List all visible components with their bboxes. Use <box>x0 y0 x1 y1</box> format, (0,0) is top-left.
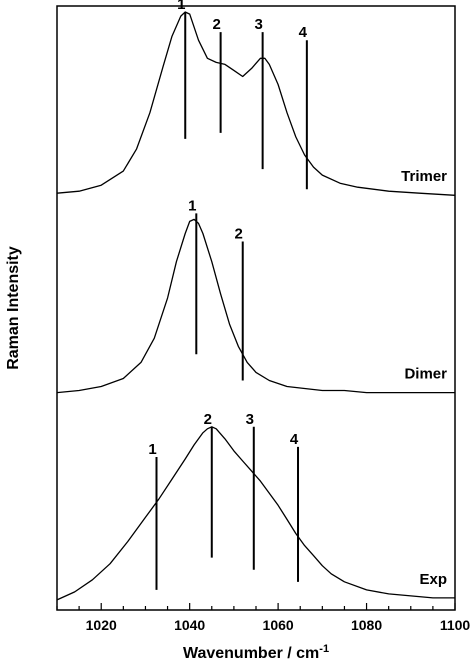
x-axis-title-superscript: -1 <box>319 643 329 655</box>
peak-number-dimer-1: 1 <box>188 197 196 214</box>
trace-label-trimer: Trimer <box>401 168 447 185</box>
peak-number-trimer-4: 4 <box>299 24 308 41</box>
x-tick-label: 1020 <box>86 617 117 633</box>
x-axis-tick-labels: 1020 1040 1060 1080 1100 <box>86 617 471 633</box>
x-axis-ticks <box>56 603 456 610</box>
x-tick-label: 1100 <box>440 617 471 633</box>
y-axis-title: Raman Intensity <box>5 246 22 370</box>
plot-frame <box>56 5 456 611</box>
peak-number-exp-3: 3 <box>246 411 254 428</box>
x-tick-label: 1040 <box>174 617 205 633</box>
trace-exp <box>56 426 455 601</box>
peak-number-trimer-2: 2 <box>212 16 220 33</box>
x-tick-label: 1080 <box>351 617 382 633</box>
peak-number-exp-1: 1 <box>148 441 156 458</box>
plot-area-border <box>56 5 456 611</box>
trace-trimer <box>56 11 456 196</box>
trace-label-exp: Exp <box>419 571 447 588</box>
trace-dimer <box>56 218 455 394</box>
peak-number-exp-4: 4 <box>290 431 299 448</box>
peak-number-dimer-2: 2 <box>235 226 243 243</box>
trace-label-dimer: Dimer <box>404 365 447 382</box>
peak-number-trimer-3: 3 <box>254 16 262 33</box>
x-axis-title: Wavenumber / cm-1 <box>183 643 329 662</box>
peak-markers: 1 2 3 4 1 2 1 2 3 4 <box>148 0 308 590</box>
peak-number-trimer-1: 1 <box>177 0 185 13</box>
spectra-traces <box>56 11 456 601</box>
trace-labels: Trimer Dimer Exp <box>401 168 447 588</box>
peak-number-exp-2: 2 <box>204 411 212 428</box>
x-tick-label: 1060 <box>263 617 294 633</box>
